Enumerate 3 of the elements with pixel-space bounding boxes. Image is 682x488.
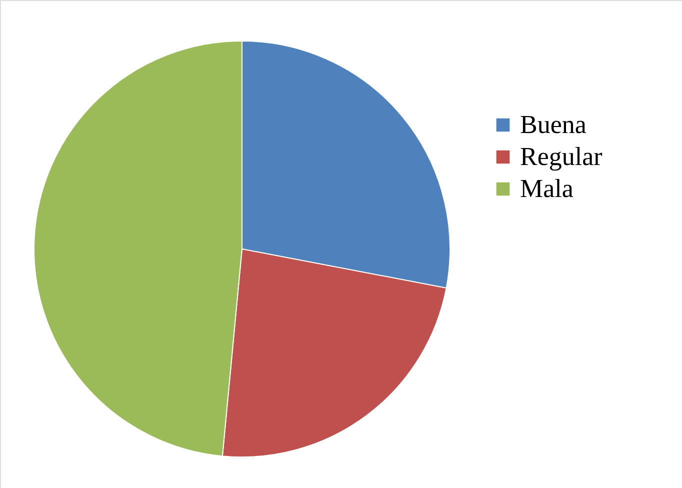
legend-label: Buena — [520, 110, 587, 139]
legend-label: Regular — [520, 142, 603, 171]
legend-label: Mala — [520, 174, 574, 203]
